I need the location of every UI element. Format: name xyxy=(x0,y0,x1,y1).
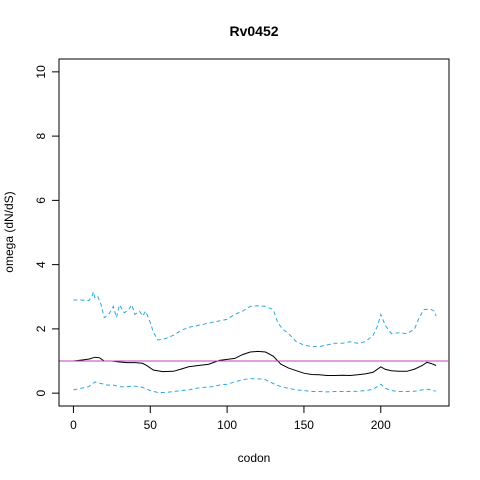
x-axis-label: codon xyxy=(238,451,271,465)
x-tick-label: 100 xyxy=(217,418,237,432)
y-tick-label: 8 xyxy=(34,132,48,139)
y-tick-label: 0 xyxy=(34,389,48,396)
y-tick-label: 6 xyxy=(34,197,48,204)
series-dashed-line-2 xyxy=(73,378,437,393)
plot-frame xyxy=(58,58,450,407)
x-tick-label: 200 xyxy=(371,418,391,432)
series-dashed-line-1 xyxy=(73,290,437,348)
x-tick-label: 0 xyxy=(70,418,77,432)
y-tick-label: 4 xyxy=(34,261,48,268)
y-tick-label: 2 xyxy=(34,325,48,332)
chart-title: Rv0452 xyxy=(229,23,278,39)
axes: 0 50 100 150 200 0 2 4 6 8 10 xyxy=(34,65,391,432)
x-tick-label: 150 xyxy=(294,418,314,432)
y-axis-label: omega (dN/dS) xyxy=(2,191,16,272)
y-tick-label: 10 xyxy=(34,65,48,79)
series-solid-line-0 xyxy=(73,350,437,377)
plot-area xyxy=(59,290,449,393)
x-tick-label: 50 xyxy=(144,418,158,432)
